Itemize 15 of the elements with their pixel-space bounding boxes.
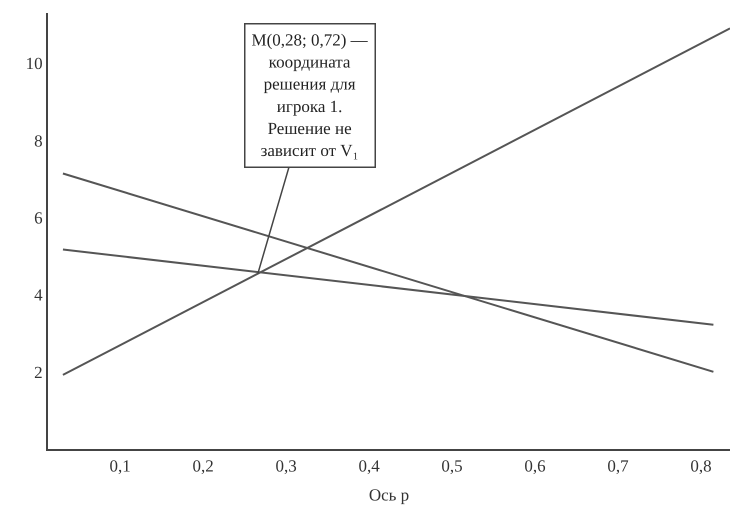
x-tick-label: 0,5 <box>441 456 463 476</box>
y-tick-label: 6 <box>34 208 43 228</box>
x-axis-title: Ось p <box>368 485 410 504</box>
x-tick-label: 0,6 <box>524 456 546 476</box>
y-tick-label: 8 <box>34 131 43 150</box>
y-tick-label: 2 <box>34 362 43 382</box>
y-tick-label: 4 <box>34 286 44 305</box>
x-tick-label: 0,4 <box>358 456 380 476</box>
x-tick-label: 0,7 <box>607 456 630 476</box>
annotation: M(0,28; 0,72) — координата решения для игрока 1. Решение не зависит от V₁ <box>252 30 369 160</box>
x-tick-label: 0,1 <box>110 456 131 476</box>
y-tick-label: 10 <box>26 54 43 74</box>
x-tick-label: 0,2 <box>192 456 214 476</box>
x-tick-label: 0,8 <box>690 456 712 476</box>
x-tick-label: 0,3 <box>275 456 297 476</box>
